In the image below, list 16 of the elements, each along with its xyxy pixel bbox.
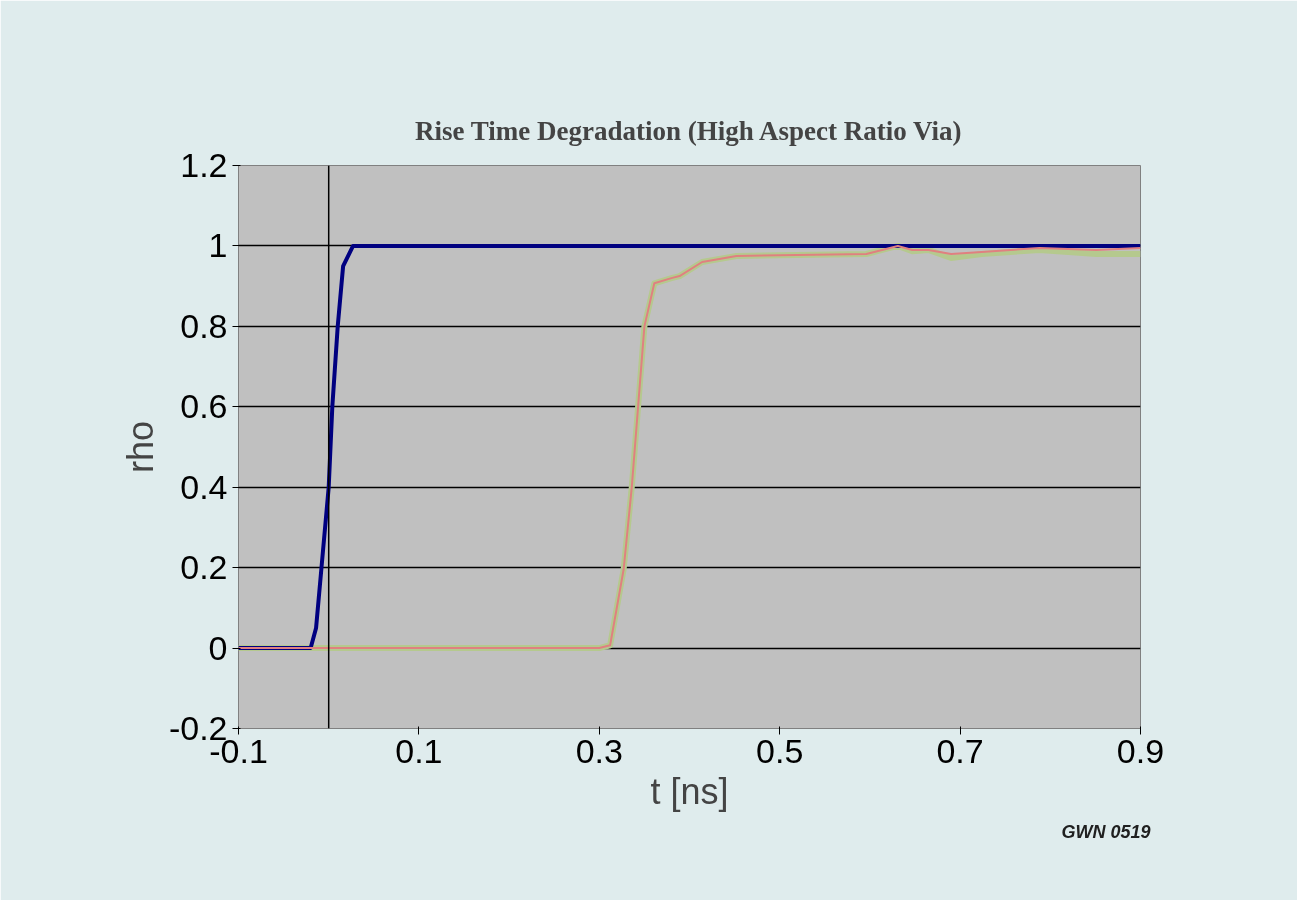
x-tick-label: 0.3	[575, 731, 623, 770]
y-axis-title: rho	[119, 420, 161, 474]
text: GWN 0519	[1061, 821, 1151, 842]
y-tick-label: 0.6	[180, 387, 228, 426]
x-tick-label: 0.5	[756, 731, 804, 770]
x-tick-label: 0.1	[395, 731, 443, 770]
y-tick-label: 0.8	[180, 306, 228, 345]
x-axis-title: t [ns]	[650, 770, 729, 812]
x-tick-label: 0.9	[1116, 731, 1165, 770]
y-tick-label: 1	[208, 226, 228, 265]
y-tick-label: 0	[208, 628, 228, 667]
x-tick-label: 0.7	[936, 731, 984, 770]
y-tick-label: 0.2	[180, 548, 228, 587]
y-tick-label: 1.2	[180, 146, 228, 184]
chart-title: Rise Time Degradation (High Aspect Ratio Via)	[415, 115, 962, 146]
y-tick-label: 0.4	[180, 467, 228, 506]
